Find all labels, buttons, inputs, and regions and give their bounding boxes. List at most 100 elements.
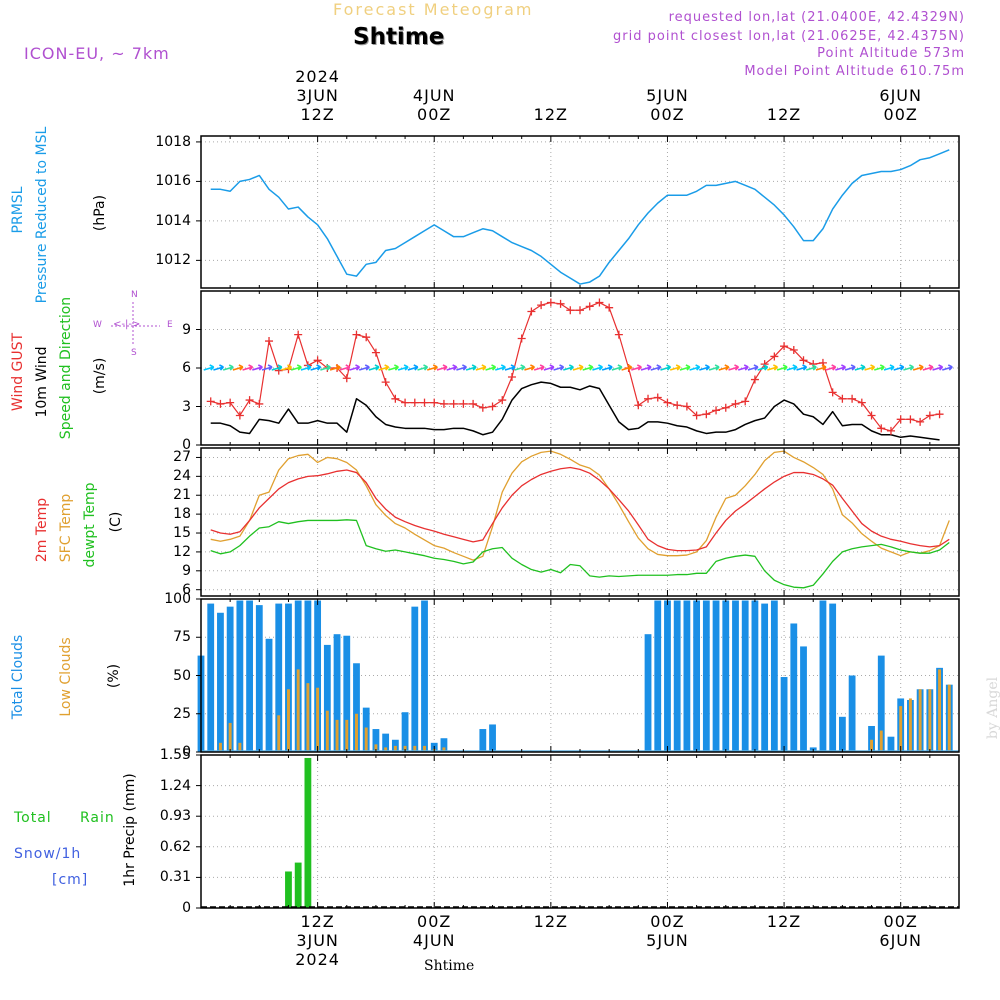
gust-point (517, 334, 526, 343)
wind-direction-arrow (747, 364, 759, 371)
grid-lines (201, 136, 959, 909)
gust-point (439, 399, 448, 408)
top-time-label: 5JUN (646, 86, 689, 105)
low-cloud-bar (393, 745, 397, 752)
total-cloud-bar (440, 738, 448, 752)
total-cloud-bar (693, 600, 701, 752)
temp-label-2m: 2m Temp (34, 497, 50, 563)
gust-point (760, 360, 769, 369)
wind-direction-arrow (388, 364, 399, 371)
wind-direction-arrow (203, 364, 215, 371)
pressure-ytick-label: 1016 (155, 173, 191, 190)
precip-label-rain: Rain (80, 810, 115, 826)
total-cloud-bar (353, 663, 360, 752)
total-cloud-bar (644, 634, 652, 752)
wind-direction-arrow (504, 364, 516, 371)
gust-point (206, 397, 215, 406)
gust-point (255, 399, 264, 408)
wind-direction-arrow (417, 364, 429, 371)
wind-direction-arrow (912, 364, 924, 371)
wind-direction-arrow (854, 364, 866, 371)
wind-ytick-label: 6 (182, 360, 191, 376)
low-cloud-bar (403, 745, 407, 752)
total-cloud-bar (829, 603, 837, 752)
wind-direction-arrow (368, 364, 380, 371)
gust-point (371, 348, 380, 357)
total-cloud-bar (275, 603, 283, 752)
precip-ytick-label: 0 (182, 900, 191, 916)
total-cloud-bar (673, 600, 681, 752)
rain-bar (285, 871, 292, 908)
clouds-label-low: Low Clouds (58, 637, 74, 717)
total-cloud-bar (207, 603, 215, 752)
gust-point (653, 393, 662, 402)
total-cloud-bar (421, 600, 428, 752)
total-cloud-bar (770, 600, 778, 752)
wind-direction-arrow (864, 364, 876, 371)
temp-label-dewpt: dewpt Temp (82, 482, 98, 568)
gust-point (857, 398, 866, 407)
wind-label-10m: 10m Wind (34, 346, 50, 418)
wind-direction-arrow (835, 364, 846, 371)
sfc-temp-line (210, 450, 950, 561)
clouds-ytick-label: 25 (173, 705, 191, 722)
low-cloud-bar (306, 683, 310, 752)
wind-direction-arrow (456, 364, 467, 371)
wind-direction-arrow (942, 364, 953, 371)
total-cloud-bar (382, 733, 390, 752)
gust-point (789, 346, 798, 355)
low-cloud-bar (413, 745, 417, 752)
total-cloud-bar (217, 612, 224, 752)
low-cloud-bar (442, 747, 446, 752)
compass-n: N (131, 290, 138, 300)
wind-direction-arrow (563, 364, 574, 371)
gust-point (401, 398, 410, 407)
gust-point (265, 337, 274, 346)
gust-point (702, 410, 711, 419)
low-cloud-bar (918, 689, 922, 752)
wind-direction-arrow (796, 364, 808, 371)
low-cloud-bar (345, 719, 349, 752)
low-cloud-bar (899, 706, 903, 752)
gust-point (731, 399, 740, 408)
wind-direction-arrow (300, 364, 312, 371)
gust-point (692, 411, 701, 420)
wind-ytick-label: 3 (182, 398, 191, 415)
gust-point (896, 415, 905, 424)
wind-direction-arrow (786, 364, 798, 371)
gust-point (556, 299, 565, 308)
panel-frames (196, 135, 960, 909)
precip-unit: 1hr Precip (mm) (122, 773, 138, 887)
total-cloud-bar (654, 600, 662, 752)
wind-direction-arrow (261, 364, 273, 371)
wind-direction-arrow (232, 364, 244, 371)
low-cloud-bar (316, 687, 320, 752)
gust-point (682, 402, 691, 411)
precip-label-total: Total (14, 810, 52, 826)
wind-direction-arrow (631, 364, 642, 371)
wind-direction-arrow (815, 364, 827, 371)
top-time-label: 00Z (883, 105, 918, 124)
total-cloud-bar (323, 644, 331, 752)
gust-point (459, 399, 468, 408)
wind-direction-arrow (660, 364, 672, 371)
gust-point (838, 394, 847, 403)
total-cloud-bar (702, 600, 710, 752)
wind-direction-arrow (806, 364, 817, 371)
compass-w: W (93, 320, 102, 330)
precip-label-cm: [cm] (52, 872, 89, 888)
wind-direction-arrow (222, 364, 234, 371)
wind-direction-arrow (640, 364, 652, 371)
clouds-label-total: Total Clouds (10, 634, 26, 720)
total-cloud-bar (683, 600, 691, 752)
gust-point (799, 356, 808, 365)
gust-point (595, 298, 604, 307)
gust-point (906, 415, 915, 424)
wind-direction-arrow (358, 364, 370, 371)
gust-point (226, 398, 235, 407)
wind-direction-arrow (728, 364, 740, 371)
rain-bar (304, 757, 312, 908)
precip-label-snow: Snow/1h (14, 846, 82, 862)
bottom-time-label: 00Z (650, 912, 685, 931)
watermark: by Angel (985, 676, 1000, 740)
